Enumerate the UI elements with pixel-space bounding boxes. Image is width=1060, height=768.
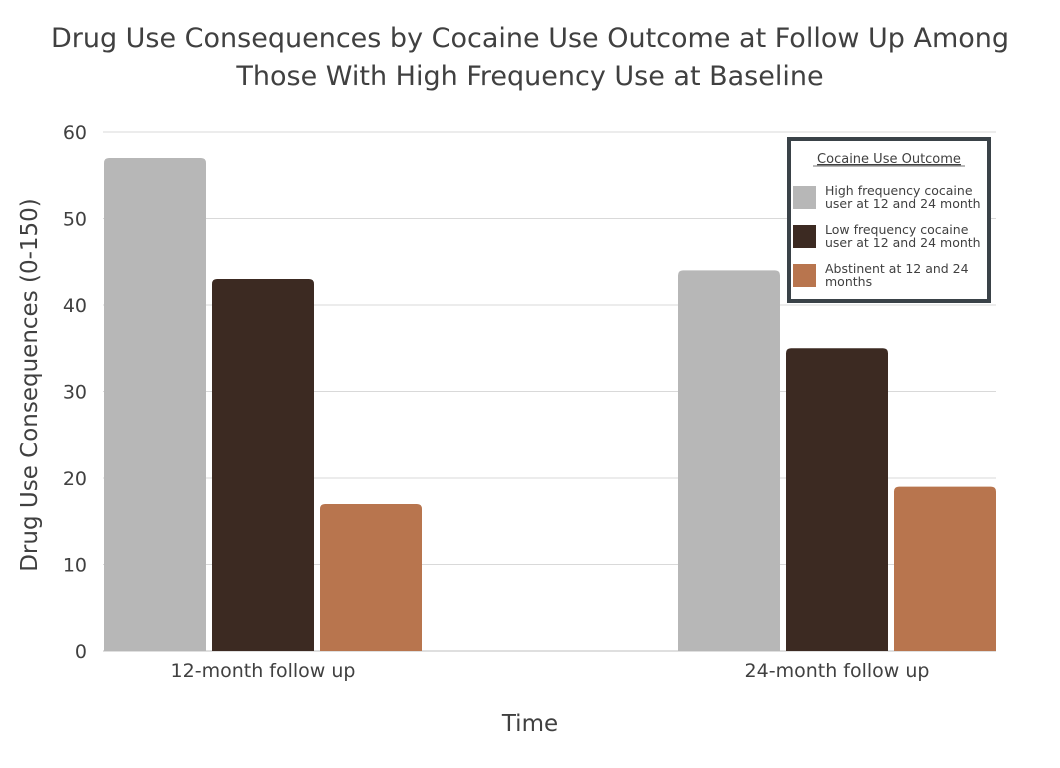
legend-label: Low frequency cocaine <box>825 222 969 237</box>
legend-swatch <box>793 225 816 248</box>
chart-title-line: Drug Use Consequences by Cocaine Use Out… <box>51 23 1009 54</box>
bars <box>104 157 996 651</box>
bar <box>678 270 780 651</box>
legend-swatch <box>793 186 816 209</box>
y-axis-ticks: 0 10 20 30 40 50 60 <box>63 122 87 663</box>
bar <box>894 486 996 651</box>
legend-label: High frequency cocaine <box>825 183 973 198</box>
bar <box>212 279 314 651</box>
x-axis-label: Time <box>501 711 558 737</box>
chart-title: Drug Use Consequences by Cocaine Use Out… <box>51 23 1009 92</box>
y-tick-label: 50 <box>63 209 87 231</box>
legend-title: Cocaine Use Outcome <box>817 152 961 167</box>
y-tick-label: 10 <box>63 555 87 577</box>
legend-label: user at 12 and 24 month <box>825 235 981 250</box>
y-tick-label: 60 <box>63 122 87 144</box>
y-axis-label: Drug Use Consequences (0-150) <box>17 198 43 572</box>
y-tick-label: 30 <box>63 382 87 404</box>
chart-title-line: Those With High Frequency Use at Baselin… <box>235 61 823 92</box>
bar <box>320 503 422 651</box>
legend-label: user at 12 and 24 month <box>825 196 981 211</box>
bar <box>786 348 888 651</box>
x-tick-label: 24-month follow up <box>745 660 930 682</box>
legend: Cocaine Use Outcome High frequency cocain… <box>787 137 991 303</box>
legend-swatch <box>793 264 816 287</box>
legend-label: months <box>825 274 872 289</box>
x-tick-label: 12-month follow up <box>171 660 356 682</box>
y-tick-label: 20 <box>63 468 87 490</box>
legend-label: Abstinent at 12 and 24 <box>825 261 969 276</box>
bar <box>104 157 206 651</box>
x-axis-ticks: 12-month follow up 24-month follow up <box>171 660 930 682</box>
y-tick-label: 40 <box>63 295 87 317</box>
y-tick-label: 0 <box>75 641 87 663</box>
